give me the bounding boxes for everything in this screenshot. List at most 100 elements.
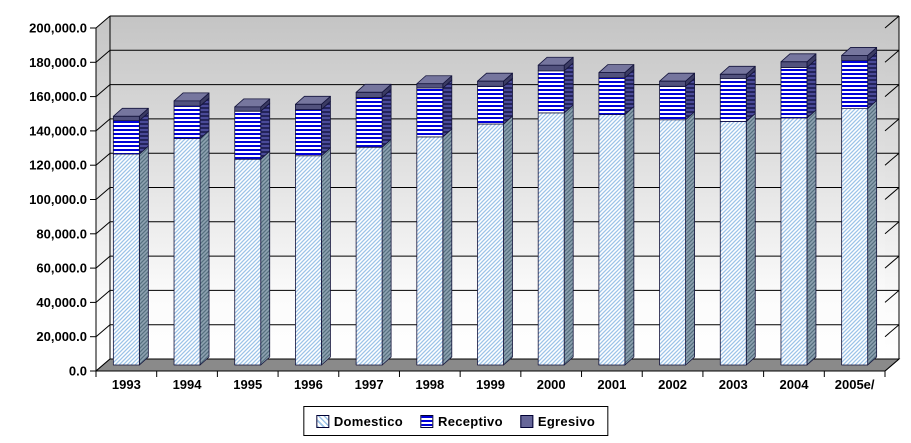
gridline-right-wall (884, 152, 900, 166)
bar-segment-receptivo (295, 109, 322, 157)
bar-segment-domestico (173, 138, 201, 366)
bar-segment-egresivo (841, 55, 869, 61)
gridline-right-wall (884, 324, 900, 338)
bar-1995 (234, 98, 271, 366)
egresivo-swatch-icon (519, 414, 533, 428)
bar-1999 (477, 72, 513, 366)
y-tick-label: 0.0 (69, 364, 87, 379)
receptivo-side (867, 52, 878, 110)
receptivo-side (321, 101, 331, 157)
bar-segment-receptivo (477, 85, 504, 125)
domestico-side (867, 100, 878, 366)
x-category-label: 2003 (719, 377, 748, 392)
bar-segment-egresivo (477, 80, 504, 87)
bar-1993 (112, 107, 149, 366)
bar-2004 (780, 53, 817, 366)
bar-segment-domestico (537, 112, 565, 366)
x-category-label: 1998 (415, 377, 444, 392)
x-category-label: 2004 (780, 377, 810, 392)
bar-segment-receptivo (659, 85, 686, 121)
y-tick-label: 60,000.0 (36, 261, 87, 276)
legend-item-receptivo: Receptivo (420, 414, 503, 429)
bar-segment-egresivo (112, 115, 140, 122)
x-category-label: 1996 (294, 377, 323, 392)
legend: Domestico Receptivo Egresivo (302, 406, 609, 436)
bar-segment-egresivo (598, 72, 626, 79)
y-tick-connector (95, 118, 111, 132)
domestico-side (745, 113, 756, 366)
bar-segment-egresivo (780, 61, 808, 68)
domestico-side (624, 106, 635, 366)
gridline-right-wall (884, 255, 900, 269)
bar-segment-domestico (355, 146, 383, 366)
y-tick-connector (95, 49, 111, 63)
y-tick-label: 160,000.0 (29, 89, 87, 104)
gridline-right-wall (884, 118, 900, 132)
bar-segment-egresivo (416, 83, 444, 89)
bar-1996 (295, 95, 331, 366)
x-category-label: 1997 (355, 377, 384, 392)
gridline-right-wall (884, 187, 900, 200)
receptivo-side (381, 89, 392, 148)
bar-segment-domestico (416, 136, 444, 366)
domestico-side (260, 150, 271, 366)
x-category-label: 1999 (476, 377, 505, 392)
x-category-label: 2002 (658, 377, 687, 392)
legend-label-domestico: Domestico (333, 413, 403, 429)
domestico-side (321, 147, 331, 366)
receptivo-side (442, 79, 453, 138)
legend-label-egresivo: Egresivo (537, 413, 596, 429)
y-tick-label: 40,000.0 (36, 295, 87, 310)
bar-segment-receptivo (173, 105, 201, 140)
receptivo-side (745, 70, 756, 122)
bar-1997 (355, 83, 392, 366)
bar-segment-egresivo (537, 64, 565, 72)
bar-segment-domestico (598, 114, 626, 366)
bar-segment-domestico (841, 108, 869, 366)
bar-2001 (598, 64, 635, 366)
domestico-side (199, 130, 210, 366)
y-tick-label: 140,000.0 (29, 123, 87, 138)
bar-segment-domestico (780, 117, 808, 366)
bar-2005e/ (841, 47, 878, 366)
bar-segment-domestico (719, 121, 747, 366)
bar-segment-receptivo (719, 78, 747, 122)
gridline-right-wall (884, 49, 900, 63)
y-tick-label: 80,000.0 (36, 226, 87, 241)
bar-segment-domestico (659, 119, 686, 366)
bar-segment-receptivo (537, 70, 565, 114)
domestico-swatch-icon (315, 414, 329, 428)
y-tick-label: 20,000.0 (36, 329, 87, 344)
y-tick-label: 100,000.0 (29, 192, 87, 207)
bar-1998 (416, 75, 453, 366)
bar-2002 (659, 72, 695, 366)
bar-segment-egresivo (295, 103, 322, 110)
receptivo-side (563, 62, 574, 114)
y-tick-connector (95, 221, 111, 235)
gridline-right-wall (884, 15, 900, 29)
domestico-side (138, 145, 149, 366)
bar-segment-receptivo (598, 77, 626, 116)
y-tick-connector (95, 324, 111, 338)
x-category-label: 1995 (233, 377, 262, 392)
y-tick-connector (95, 255, 111, 269)
receptivo-swatch-icon (420, 414, 433, 428)
x-category-label: 2000 (537, 377, 566, 392)
bar-segment-egresivo (173, 100, 201, 107)
y-tick-connector (95, 84, 111, 97)
bar-segment-domestico (112, 153, 140, 366)
bar-2000 (537, 56, 574, 366)
bar-segment-receptivo (112, 120, 140, 155)
domestico-side (806, 109, 817, 366)
gridline-right-wall (884, 221, 900, 235)
domestico-side (563, 104, 574, 366)
x-category-label: 1994 (173, 377, 203, 392)
gridline-right-wall (884, 84, 900, 97)
bar-segment-receptivo (234, 110, 262, 160)
receptivo-side (806, 59, 817, 119)
bar-2003 (719, 65, 756, 366)
domestico-side (442, 128, 453, 366)
bar-segment-domestico (477, 123, 504, 366)
